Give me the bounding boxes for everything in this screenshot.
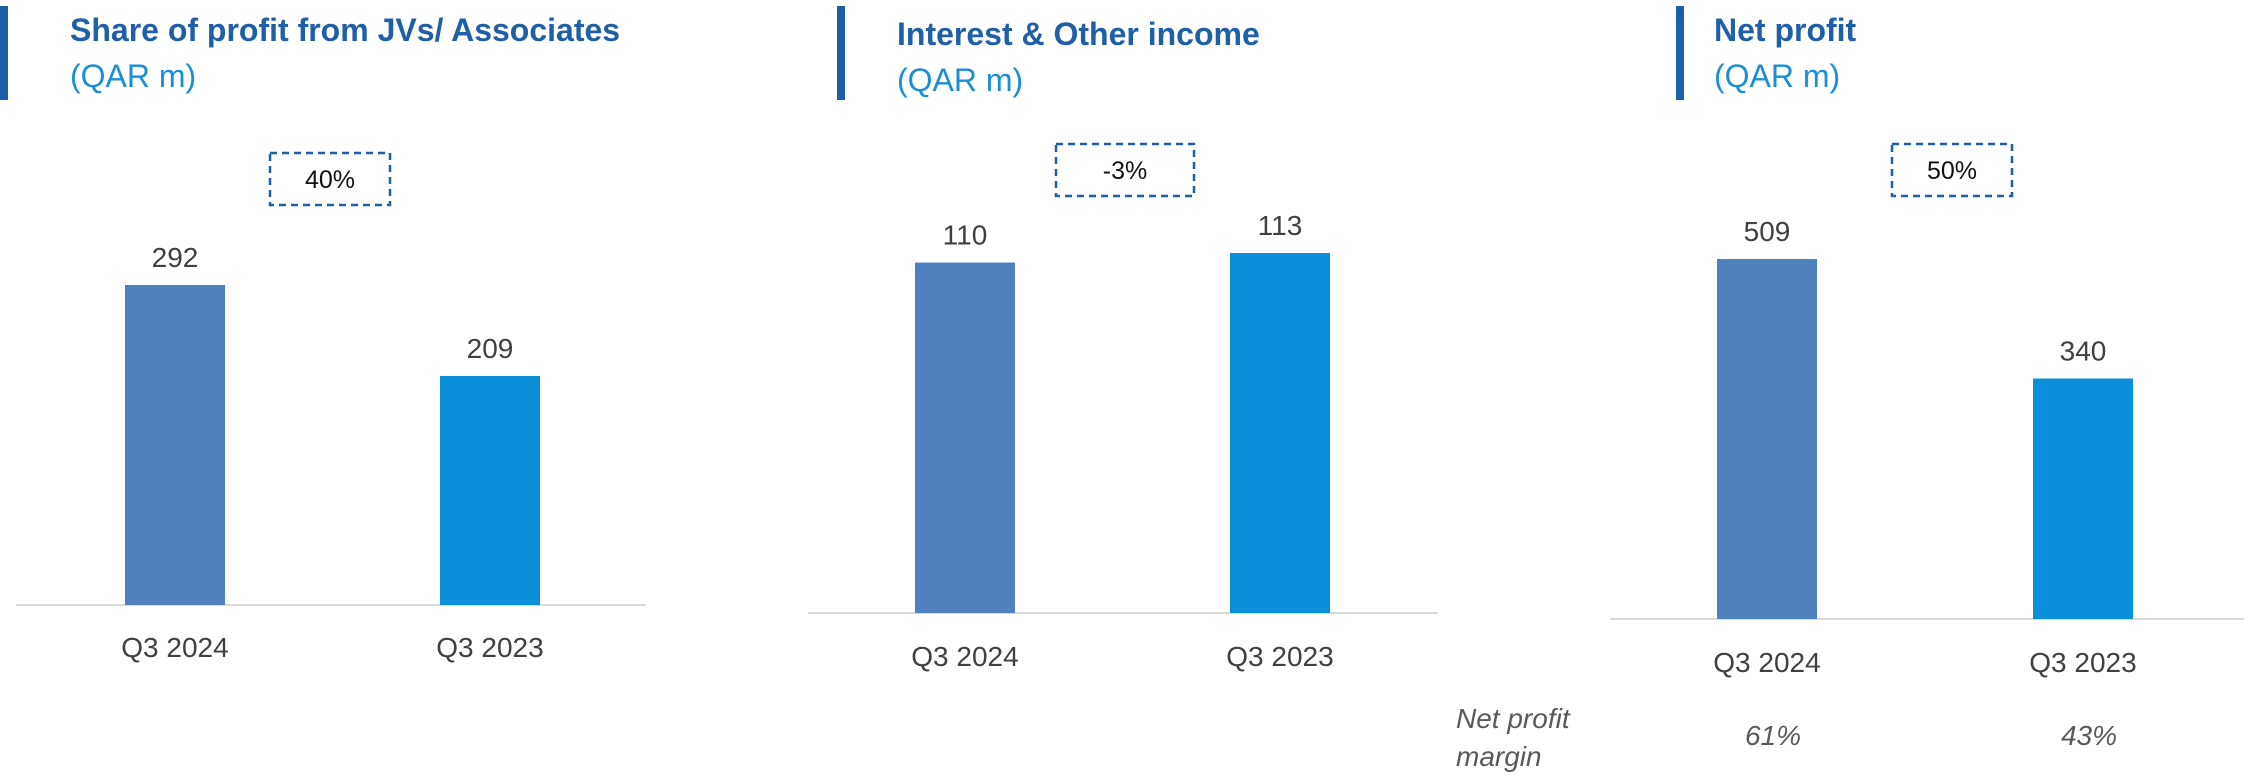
- chart-unit: (QAR m): [70, 58, 197, 94]
- chart-unit: (QAR m): [897, 62, 1024, 98]
- panel-accent-bar: [837, 6, 845, 100]
- chart-unit: (QAR m): [1714, 58, 1841, 94]
- net-profit-margin-q3-2023: 43%: [2060, 720, 2118, 751]
- chart-panel-net-profit: Net profit (QAR m) 509 Q3 2024 340 Q3 2023 5…: [1440, 0, 2244, 773]
- data-label: 209: [467, 333, 514, 364]
- bar-chart-interest-income: 110 Q3 2024 113 Q3 2023 -3%: [808, 142, 1438, 672]
- chart-title: Share of profit from JVs/ Associates: [70, 12, 621, 48]
- data-label: 509: [1744, 216, 1791, 247]
- bar-chart-net-profit: 509 Q3 2024 340 Q3 2023 50%: [1610, 142, 2244, 678]
- change-box: [1890, 142, 2014, 198]
- chart-title: Net profit: [1714, 12, 1857, 48]
- change-percentage: 50%: [1927, 157, 1977, 185]
- panel-accent-bar: [0, 6, 8, 100]
- category-tick-label: Q3 2024: [1713, 647, 1820, 678]
- category-tick-label: Q3 2023: [2029, 647, 2136, 678]
- change-percentage: -3%: [1103, 157, 1147, 185]
- bar-q3-2024: [125, 285, 225, 605]
- bar-chart-jv-profit: 292 Q3 2024 209 Q3 2023 40%: [16, 151, 646, 663]
- category-tick-label: Q3 2024: [121, 632, 228, 663]
- bar-q3-2024: [915, 262, 1015, 613]
- change-percentage: 40%: [305, 166, 355, 194]
- net-profit-margin-label: Net profit margin: [1456, 703, 1570, 772]
- data-label: 113: [1258, 210, 1303, 241]
- change-box: [268, 151, 392, 207]
- bar-q3-2023: [1230, 253, 1330, 613]
- chart-title: Interest & Other income: [897, 16, 1260, 52]
- chart-panel-interest-income: Interest & Other income (QAR m) 110 Q3 20…: [800, 0, 1460, 773]
- bar-q3-2024: [1717, 259, 1817, 619]
- chart-panel-jv-profit: Share of profit from JVs/ Associates (QA…: [0, 0, 660, 773]
- data-label: 110: [943, 220, 988, 251]
- data-label: 340: [2060, 336, 2107, 367]
- net-profit-margin-q3-2024: 61%: [1744, 720, 1802, 751]
- category-tick-label: Q3 2024: [911, 641, 1018, 672]
- category-tick-label: Q3 2023: [1226, 641, 1333, 672]
- data-label: 292: [152, 242, 199, 273]
- category-tick-label: Q3 2023: [436, 632, 543, 663]
- change-box: [1054, 142, 1196, 198]
- bar-q3-2023: [440, 375, 540, 605]
- bar-q3-2023: [2033, 378, 2133, 619]
- panel-accent-bar: [1676, 6, 1684, 100]
